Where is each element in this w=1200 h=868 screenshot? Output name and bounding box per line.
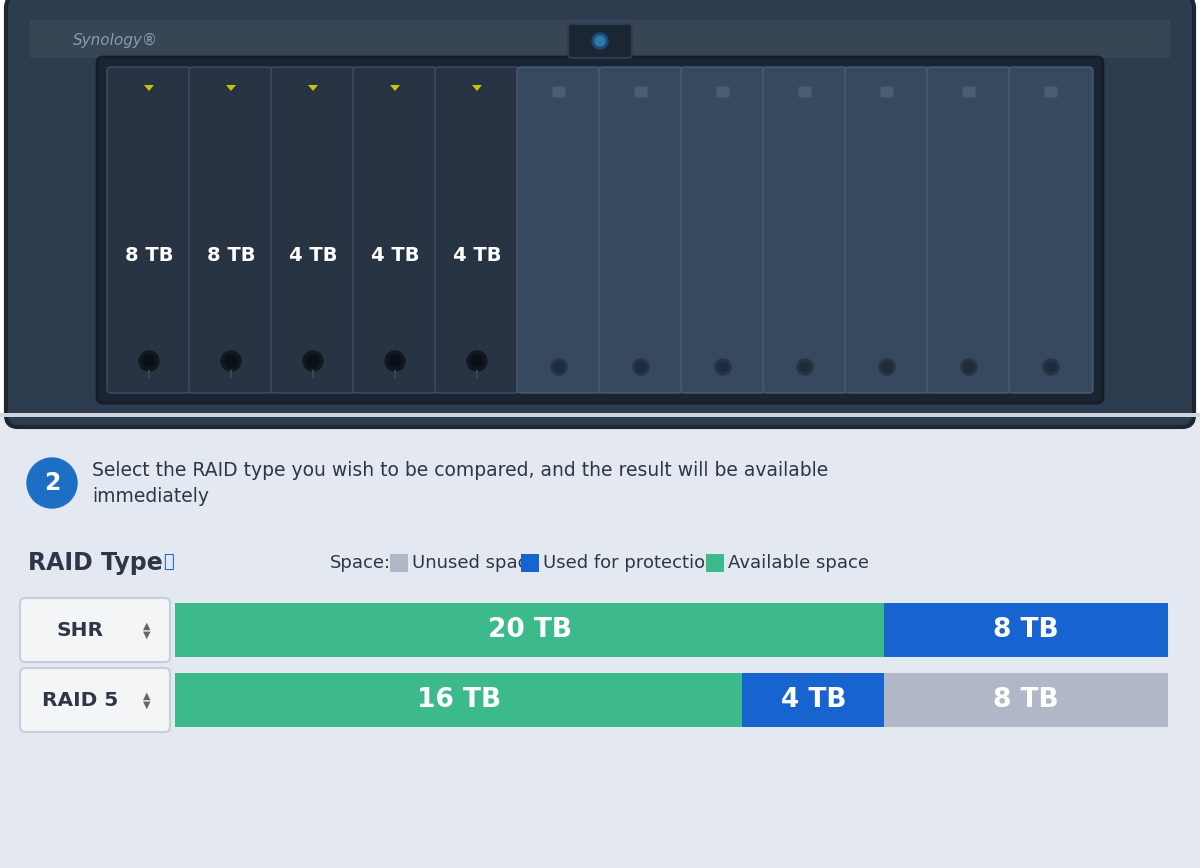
Text: Select the RAID type you wish to be compared, and the result will be available: Select the RAID type you wish to be comp… [92,461,828,479]
Text: 4 TB: 4 TB [781,687,846,713]
Bar [30,20,1170,58]
FancyBboxPatch shape [599,67,683,393]
Circle shape [221,351,241,371]
Text: ▲
▼: ▲ ▼ [143,621,151,640]
Text: 8 TB: 8 TB [125,246,173,265]
Text: Used for protection: Used for protection [542,554,716,572]
Circle shape [718,362,728,372]
Text: Unused space: Unused space [412,554,539,572]
FancyBboxPatch shape [20,598,170,662]
Circle shape [1043,359,1060,375]
Text: ⧉: ⧉ [163,553,174,571]
FancyBboxPatch shape [107,67,191,393]
FancyBboxPatch shape [271,67,355,393]
Text: SHR: SHR [56,621,103,640]
FancyBboxPatch shape [6,0,1194,427]
Circle shape [467,351,487,371]
Text: ▲
▼: ▲ ▼ [143,690,151,710]
Circle shape [882,362,892,372]
Polygon shape [390,85,400,91]
Circle shape [307,355,319,367]
Text: 4 TB: 4 TB [371,246,419,265]
Bar [884,603,1168,657]
FancyBboxPatch shape [962,87,976,97]
FancyBboxPatch shape [881,87,894,97]
FancyBboxPatch shape [635,87,648,97]
FancyBboxPatch shape [190,67,274,393]
Circle shape [634,359,649,375]
Bar [390,554,408,572]
Bar [0,415,1200,868]
FancyBboxPatch shape [682,67,766,393]
Text: Space:: Space: [330,554,391,572]
Circle shape [551,359,568,375]
Circle shape [715,359,731,375]
FancyBboxPatch shape [928,67,1010,393]
Bar [0,413,1200,417]
FancyBboxPatch shape [798,87,811,97]
Text: immediately: immediately [92,486,209,505]
Polygon shape [226,85,236,91]
Circle shape [226,355,238,367]
Bar [743,673,884,727]
Circle shape [28,458,77,508]
FancyBboxPatch shape [1009,67,1093,393]
FancyBboxPatch shape [517,67,601,393]
Bar [521,554,539,572]
Circle shape [961,359,977,375]
Text: RAID Type: RAID Type [28,551,163,575]
Circle shape [797,359,814,375]
FancyBboxPatch shape [97,57,1103,403]
Circle shape [470,355,482,367]
Polygon shape [308,85,318,91]
Circle shape [139,351,158,371]
Text: 4 TB: 4 TB [289,246,337,265]
FancyBboxPatch shape [1044,87,1057,97]
FancyBboxPatch shape [763,67,847,393]
Text: RAID 5: RAID 5 [42,691,118,709]
Circle shape [964,362,974,372]
Circle shape [143,355,155,367]
FancyBboxPatch shape [568,24,632,58]
Polygon shape [144,85,154,91]
Bar [175,673,743,727]
FancyBboxPatch shape [716,87,730,97]
Polygon shape [472,85,482,91]
Circle shape [554,362,564,372]
Circle shape [878,359,895,375]
Text: Synology®: Synology® [73,32,158,48]
Text: 20 TB: 20 TB [487,617,571,643]
Circle shape [385,351,406,371]
Text: Available space: Available space [727,554,869,572]
Text: 8 TB: 8 TB [994,687,1058,713]
FancyBboxPatch shape [353,67,437,393]
FancyBboxPatch shape [436,67,520,393]
Text: 8 TB: 8 TB [206,246,256,265]
Text: 2: 2 [44,471,60,495]
Circle shape [302,351,323,371]
Text: 16 TB: 16 TB [416,687,500,713]
Circle shape [800,362,810,372]
FancyBboxPatch shape [845,67,929,393]
Bar [175,603,884,657]
FancyBboxPatch shape [552,87,565,97]
Circle shape [595,36,605,46]
FancyBboxPatch shape [20,668,170,732]
Bar [884,673,1168,727]
Text: 8 TB: 8 TB [994,617,1058,643]
Circle shape [592,33,608,49]
Bar [706,554,724,572]
Text: 4 TB: 4 TB [452,246,502,265]
Circle shape [636,362,646,372]
Circle shape [1046,362,1056,372]
Circle shape [389,355,401,367]
